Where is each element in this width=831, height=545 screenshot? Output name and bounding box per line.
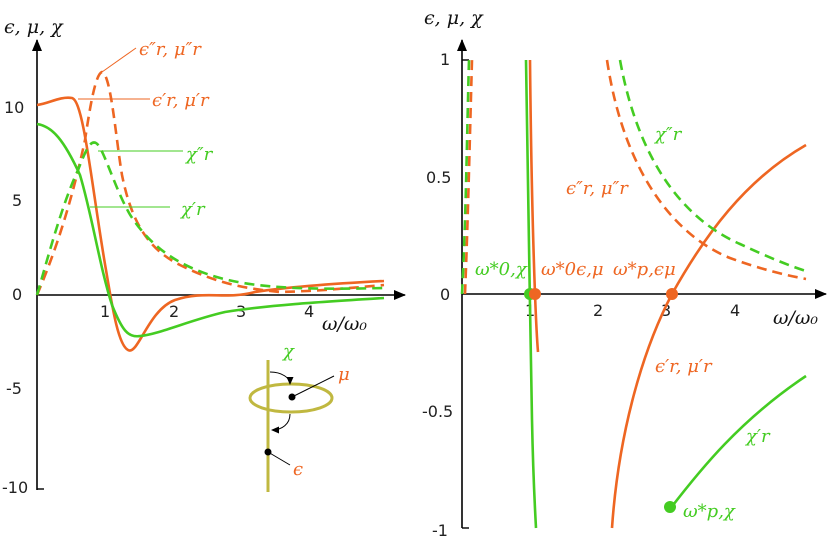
left-label-eps-mu-real: ϵ′r, μ′r [152, 90, 210, 111]
right-y-tick-0: 0 [440, 285, 450, 304]
inset-mu-pointer [291, 375, 335, 398]
left-x-tick-4: 4 [304, 302, 314, 321]
right-x-axis-label: ω/ω₀ [773, 307, 818, 329]
left-curve-eps-mu-real [36, 96, 385, 352]
point-omega-p-eps-mu [666, 288, 678, 300]
right-label-chi-imag: χ″r [653, 124, 683, 145]
left-x-tick-3: 3 [236, 302, 246, 321]
right-label-chi-real: χ′r [744, 426, 771, 447]
right-x-tick-2: 2 [593, 301, 603, 320]
left-chart: ϵ, μ, χ ω/ω₀ 10 5 0 -5 -10 1 2 3 4 ϵ″r, … [2, 16, 406, 497]
inset-arrow-upper [269, 371, 294, 385]
left-curve-eps-mu-imag [35, 70, 385, 296]
right-y-tick-1: 1 [440, 50, 450, 69]
right-curve-eps-mu-imag [605, 59, 807, 281]
right-curve-chi-imag [618, 59, 807, 273]
right-y-tick-neg1: -1 [432, 521, 448, 540]
right-curve-chi-real-steep [524, 59, 538, 529]
left-curve-chi-imag [35, 141, 385, 296]
right-curve-eps-mu-real [610, 143, 807, 529]
left-x-axis-label: ω/ω₀ [322, 313, 367, 335]
point-omega-p-chi [664, 501, 676, 513]
left-y-tick-0: 0 [12, 285, 22, 304]
right-label-omega-p-chi: ω*p,χ [683, 501, 736, 522]
right-y-tick-0.5: 0.5 [426, 168, 451, 187]
left-y-axis-label: ϵ, μ, χ [4, 16, 64, 38]
inset-eps-pointer [267, 451, 291, 466]
left-y-tick-neg10: -10 [2, 478, 28, 497]
left-y-tick-neg5: -5 [6, 379, 22, 398]
right-label-omega-p-eps-mu: ω*p,ϵμ [613, 259, 676, 280]
right-y-axis-label: ϵ, μ, χ [424, 7, 484, 29]
left-curve-chi-real [36, 122, 385, 338]
inset-diagram: χ μ ϵ [248, 341, 350, 492]
right-curve-chi-real [668, 374, 807, 510]
left-x-tick-2: 2 [169, 302, 179, 321]
left-label-chi-imag: χ″r [184, 144, 214, 165]
left-label-chi-real: χ′r [179, 199, 206, 220]
left-y-tick-10: 10 [4, 98, 24, 117]
right-label-eps-mu-real: ϵ′r, μ′r [655, 356, 713, 377]
right-curve-eps-mu-real-steep [528, 59, 540, 353]
left-pointer-eps-mu-imag [101, 47, 137, 73]
inset-mu-label: μ [338, 364, 350, 385]
right-x-tick-4: 4 [730, 301, 740, 320]
right-chart: ϵ, μ, χ ω/ω₀ 1 0.5 0 -0.5 -1 1 2 3 4 ω*0… [422, 7, 827, 540]
left-x-tick-1: 1 [100, 302, 110, 321]
left-y-tick-5: 5 [12, 191, 22, 210]
right-label-eps-mu-imag: ϵ″r, μ″r [566, 178, 629, 199]
right-label-omega-0-eps-mu: ω*0ϵ,μ [541, 259, 604, 280]
inset-chi-label: χ [281, 341, 295, 362]
right-curve-chi-imag-left [460, 59, 471, 295]
point-omega-0-eps-mu [529, 288, 541, 300]
right-curve-eps-mu-imag-left [463, 59, 474, 295]
inset-eps-label: ϵ [293, 459, 303, 480]
left-label-eps-mu-imag: ϵ″r, μ″r [139, 39, 202, 60]
right-x-tick-3: 3 [661, 301, 671, 320]
right-label-omega-0-chi: ω*0,χ [475, 259, 528, 280]
inset-arrow-lower [271, 413, 291, 434]
right-y-tick-neg0.5: -0.5 [422, 402, 453, 421]
